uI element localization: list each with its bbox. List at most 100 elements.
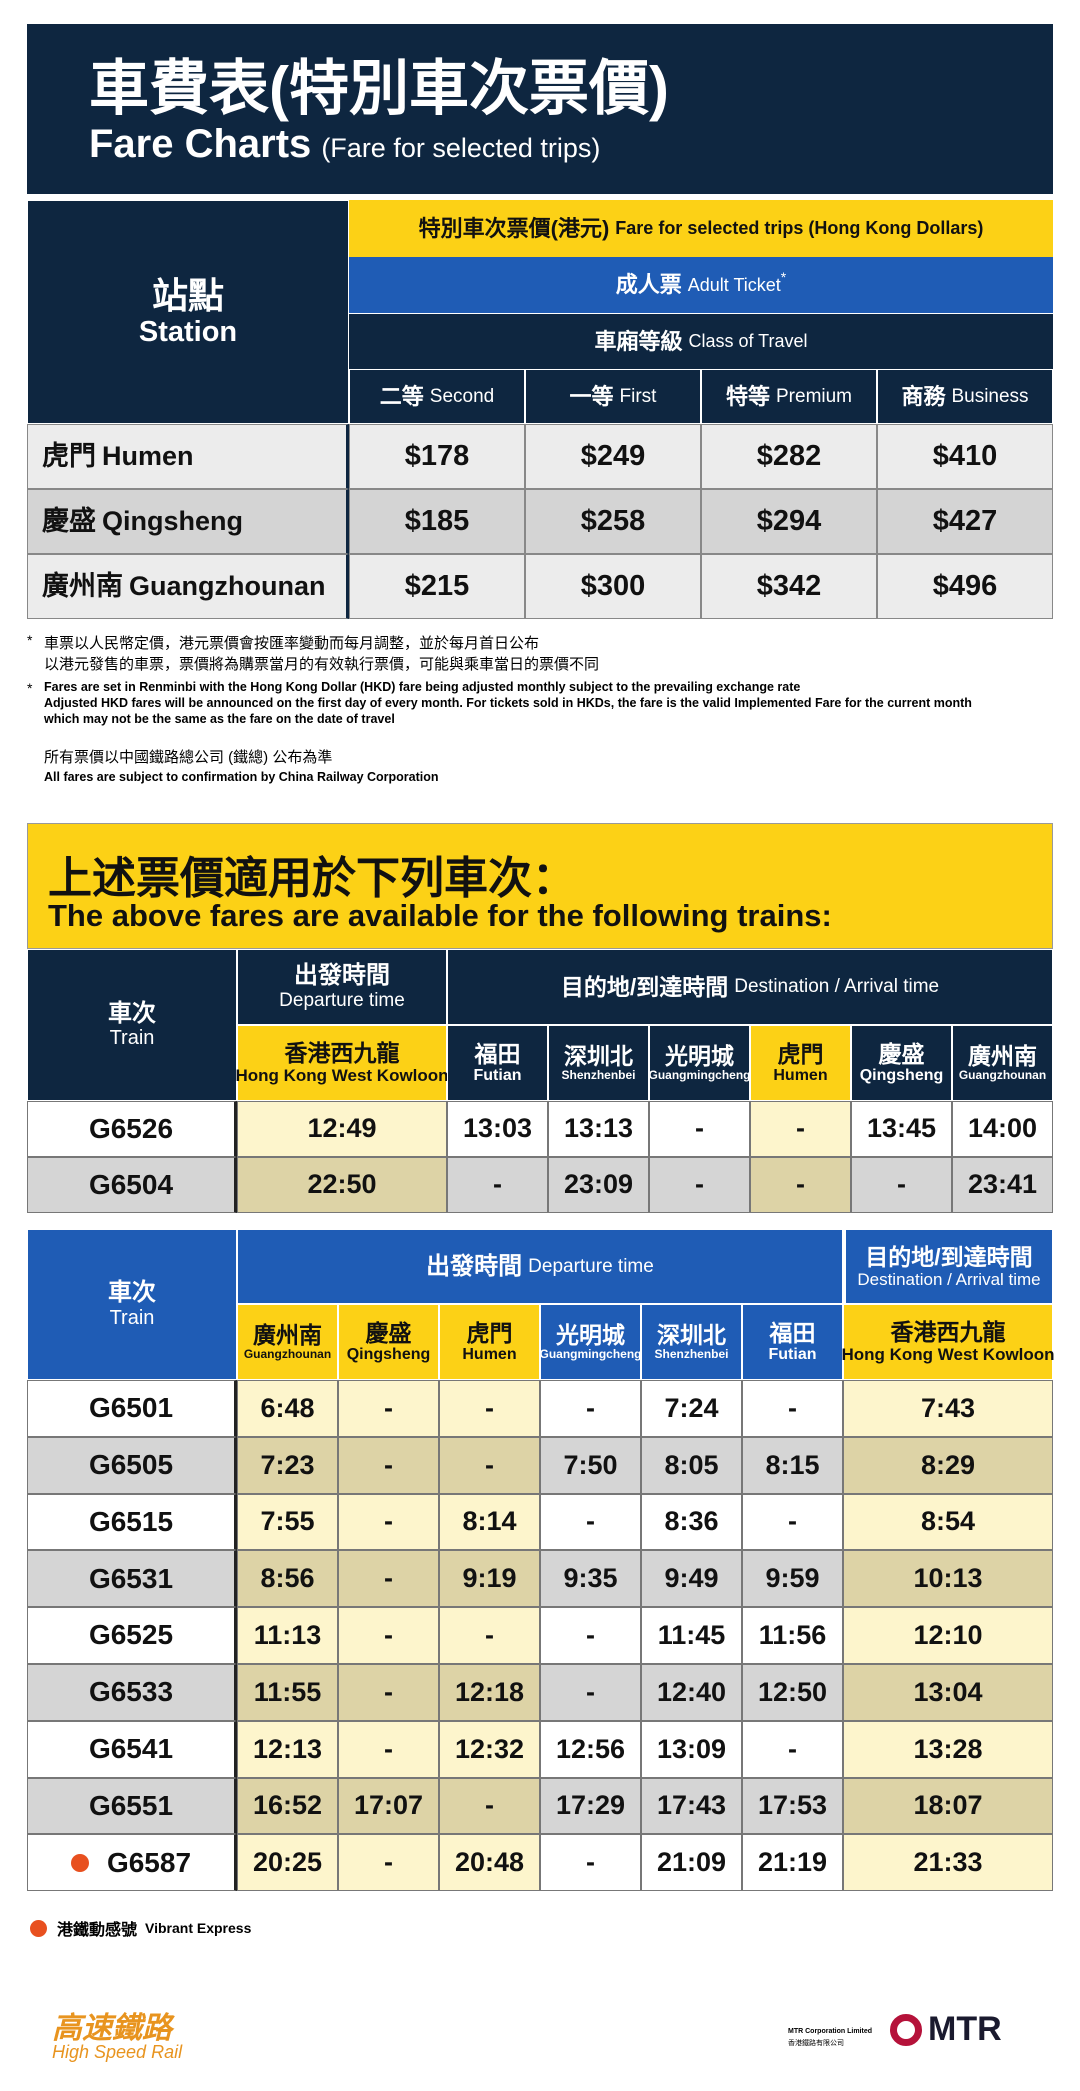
time-text: 7:43 bbox=[920, 1392, 976, 1423]
mtr-text: MTR bbox=[928, 2010, 1002, 2048]
station-name: 慶盛 Qingsheng bbox=[27, 489, 349, 554]
time-text: 8:54 bbox=[920, 1506, 976, 1537]
fare: $300 bbox=[525, 554, 701, 619]
class-header-text: Second bbox=[429, 385, 495, 407]
subtitle-en: (Fare for selected trips) bbox=[321, 133, 601, 163]
time: 12:56 bbox=[540, 1720, 641, 1778]
time: 17:07 bbox=[338, 1777, 439, 1835]
note-line: 以港元發售的車票，票價將為購票當月的有效執行票價，可能與乘車當日的票價不同 bbox=[44, 656, 600, 673]
time-text: 16:52 bbox=[252, 1790, 323, 1821]
train-no-text: G6525 bbox=[88, 1619, 174, 1651]
hsr-zh: 高速鐵路 bbox=[52, 2012, 172, 2045]
confirm-en: All fares are subject to confirmation by… bbox=[44, 770, 439, 784]
station-header: 光明城 Guangmingcheng bbox=[539, 1304, 642, 1380]
station-header: 虎門 Humen bbox=[750, 1025, 851, 1101]
fare-text: $410 bbox=[932, 439, 998, 472]
fare-text: $342 bbox=[756, 569, 822, 602]
fare: $215 bbox=[349, 554, 525, 619]
station-header-text: 廣州南 bbox=[968, 1042, 1037, 1069]
time: - bbox=[540, 1493, 641, 1551]
class-banner-text: Class of Travel bbox=[688, 331, 808, 352]
train-no-text: G6504 bbox=[88, 1168, 174, 1200]
trains-title-zh: 上述票價適用於下列車次： bbox=[48, 854, 576, 903]
station-header-text: 光明城 bbox=[665, 1042, 734, 1069]
departure-header-text: Departure time bbox=[528, 1255, 654, 1277]
time: - bbox=[649, 1101, 750, 1157]
station-header-text: 深圳北 bbox=[564, 1042, 633, 1069]
fare: $496 bbox=[877, 554, 1053, 619]
time: - bbox=[338, 1380, 439, 1437]
train-no-text: G6587 bbox=[106, 1846, 192, 1878]
time: - bbox=[338, 1834, 439, 1892]
class-header-text: 一等 bbox=[569, 383, 614, 409]
time: 23:41 bbox=[952, 1157, 1053, 1213]
time: 17:53 bbox=[742, 1777, 843, 1835]
departure-header: 出發時間 Departure time bbox=[237, 1229, 843, 1304]
time-text: 23:41 bbox=[967, 1169, 1038, 1200]
station-header-text: Guangzhounan bbox=[958, 1068, 1047, 1083]
time-text: 20:48 bbox=[454, 1847, 525, 1878]
time-text: 12:40 bbox=[656, 1676, 727, 1707]
time-text: 11:45 bbox=[657, 1620, 726, 1651]
title-en-line: Fare Charts (Fare for selected trips) bbox=[89, 122, 600, 167]
time-text: - bbox=[695, 1169, 704, 1200]
note-line: 車票以人民幣定價，港元票價會按匯率變動而每月調整，並於每月首日公布 bbox=[44, 635, 540, 652]
fare: $410 bbox=[877, 424, 1053, 489]
time: 6:48 bbox=[237, 1380, 338, 1437]
confirm-zh: 所有票價以中國鐵路總公司 (鐵總) 公布為準 bbox=[44, 749, 333, 766]
train-no: G6533 bbox=[27, 1664, 237, 1721]
mtr-logo: MTR bbox=[890, 2010, 1002, 2049]
train-no: G6505 bbox=[27, 1436, 237, 1494]
time-text: 8:14 bbox=[462, 1506, 517, 1537]
time: 21:33 bbox=[843, 1834, 1053, 1892]
time-text: - bbox=[796, 1113, 805, 1144]
time-text: - bbox=[788, 1506, 797, 1537]
time: 12:32 bbox=[439, 1720, 540, 1778]
legend-zh: 港鐵動感號 bbox=[57, 1922, 138, 1939]
time-text: - bbox=[796, 1169, 805, 1200]
fare-text: $185 bbox=[404, 504, 470, 537]
time: 8:54 bbox=[843, 1493, 1053, 1551]
time-text: 21:33 bbox=[913, 1847, 983, 1878]
time: 12:13 bbox=[237, 1720, 338, 1778]
station-header: 虎門 Humen bbox=[439, 1304, 540, 1380]
time-text: 12:10 bbox=[913, 1620, 983, 1651]
time-text: 20:25 bbox=[252, 1847, 323, 1878]
fare-banner-text: 特別車次票價(港元) bbox=[418, 215, 610, 241]
train-header-text: Train bbox=[109, 1027, 155, 1050]
station-header-text: Humen bbox=[462, 1346, 517, 1364]
fare-text: $294 bbox=[756, 504, 822, 537]
time-text: - bbox=[485, 1449, 494, 1480]
time-text: 17:07 bbox=[353, 1790, 424, 1821]
time-text: 7:23 bbox=[260, 1449, 315, 1480]
time-text: 10:13 bbox=[913, 1563, 983, 1594]
time: 12:40 bbox=[641, 1664, 742, 1721]
time: 13:04 bbox=[843, 1664, 1053, 1721]
destination-header-text: Destination / Arrival time bbox=[857, 1269, 1041, 1289]
time: 11:55 bbox=[237, 1664, 338, 1721]
station-header: 廣州南 Guangzhounan bbox=[237, 1304, 338, 1380]
ticket-banner-text: 成人票 bbox=[615, 272, 682, 298]
time-text: - bbox=[384, 1847, 393, 1878]
time: 13:03 bbox=[447, 1101, 548, 1157]
class-header: 商務 Business bbox=[877, 369, 1053, 424]
train-header-text: 車次 bbox=[108, 999, 156, 1027]
train-header: 車次 Train bbox=[27, 1229, 237, 1380]
time: 13:09 bbox=[641, 1720, 742, 1778]
train-no: G6531 bbox=[27, 1550, 237, 1608]
station-header-text: 香港西九龍 bbox=[890, 1319, 1006, 1345]
class-header-text: 特等 bbox=[725, 383, 770, 409]
time: 17:29 bbox=[540, 1777, 641, 1835]
train-no-text: G6531 bbox=[88, 1562, 174, 1594]
time: 23:09 bbox=[548, 1157, 649, 1213]
station-name-text: Qingsheng bbox=[102, 505, 243, 536]
time: 20:48 bbox=[439, 1834, 540, 1892]
fare-text: $178 bbox=[404, 439, 470, 472]
time-text: - bbox=[586, 1506, 595, 1537]
note-line: Adjusted HKD fares will be announced on … bbox=[44, 696, 972, 710]
station-header-text: Guangmingcheng bbox=[539, 1347, 642, 1362]
time: 7:23 bbox=[237, 1436, 338, 1494]
train-no: G6525 bbox=[27, 1607, 237, 1664]
time: 7:55 bbox=[237, 1493, 338, 1551]
mtr-symbol bbox=[890, 2013, 922, 2046]
